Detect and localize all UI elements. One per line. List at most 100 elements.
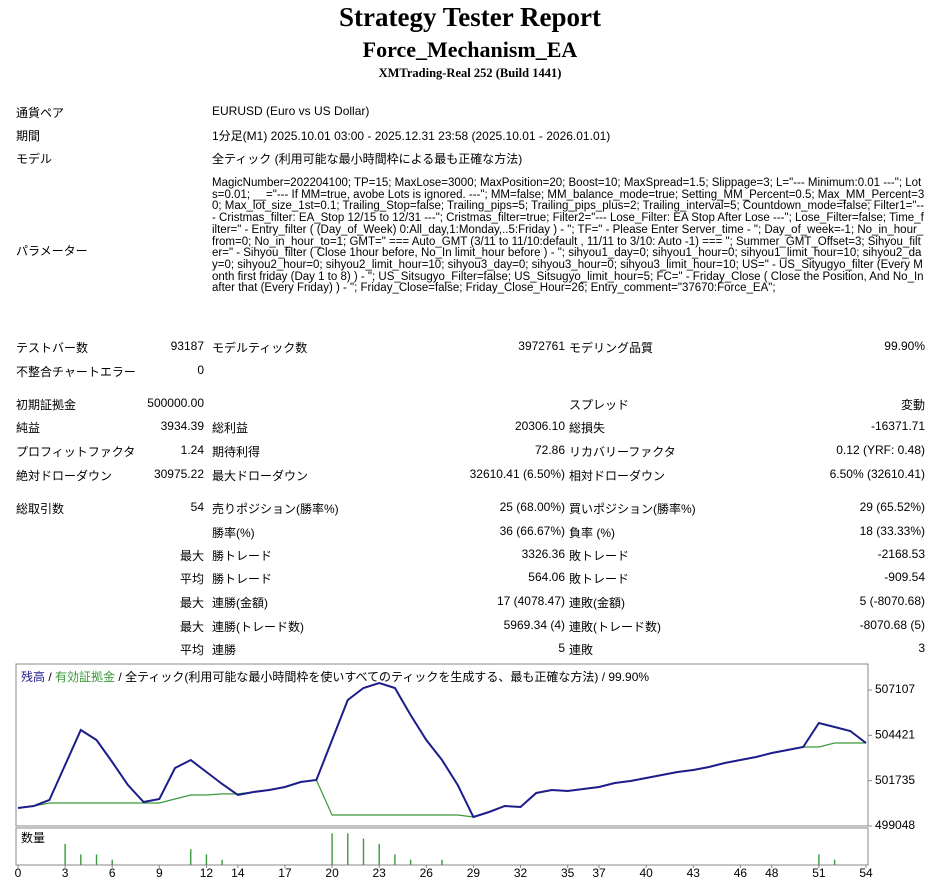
- volume-bar: [80, 854, 82, 865]
- stat-label: 純益: [16, 421, 41, 435]
- x-tick-label: 9: [156, 866, 163, 880]
- info-value: 全ティック (利用可能な最小時間枠による最も正確な方法): [212, 152, 523, 166]
- info-label: モデル: [16, 152, 53, 166]
- server: XMTrading-Real 252 (Build 1441): [378, 66, 562, 80]
- stat-label: モデリング品質: [569, 341, 654, 355]
- volume-bar: [95, 854, 98, 865]
- stat-value: 30975.22: [153, 467, 204, 481]
- series-line: [17, 681, 867, 819]
- info-label: 期間: [16, 129, 41, 143]
- stat-value: 0.12 (YRF: 0.48): [836, 443, 925, 457]
- stat-label: 買いポジション(勝率%): [569, 502, 696, 516]
- x-tick-label: 12: [200, 866, 214, 880]
- stat-value: 3: [918, 641, 925, 655]
- stat-value: 6.50% (32610.41): [829, 467, 925, 481]
- stat-label: 売りポジション(勝率%): [212, 502, 339, 516]
- stat-value: 17 (4078.47): [496, 594, 565, 608]
- info-value: 1分足(M1) 2025.10.01 03:00 - 2025.12.31 23…: [212, 129, 611, 143]
- stat-label: 負率 (%): [569, 526, 615, 540]
- stat-label: 連勝(トレード数): [212, 620, 304, 634]
- x-tick-label: 54: [859, 866, 873, 880]
- stat-value: 3934.39: [160, 419, 204, 433]
- stat-value: -2168.53: [877, 547, 925, 561]
- volume-bar: [331, 833, 333, 865]
- stat-label: 敗トレード: [569, 549, 630, 563]
- separator: /: [602, 670, 606, 684]
- x-tick-label: 23: [373, 866, 387, 880]
- volume-bar: [190, 849, 192, 865]
- stat-label: 総利益: [212, 421, 249, 435]
- stat-label: 不整合チャートエラー: [16, 365, 136, 379]
- stat-value: 29 (65.52%): [859, 500, 925, 514]
- volume-bar: [205, 854, 208, 865]
- stat-label: 連敗(金額): [569, 596, 625, 610]
- x-tick-label: 6: [109, 866, 116, 880]
- stat-value: 最大: [179, 620, 204, 634]
- separator: /: [118, 670, 122, 684]
- x-tick-label: 43: [687, 866, 701, 880]
- ea-name: Force_Mechanism_EA: [362, 37, 578, 62]
- stat-value: 99.90%: [884, 339, 925, 353]
- stat-label: 期待利得: [212, 445, 261, 459]
- stat-value: 32610.41 (6.50%): [469, 467, 565, 481]
- legend: 残高 / 有効証拠金 / 全ティック(利用可能な最小時間枠を使いすべてのティック…: [21, 669, 652, 684]
- stat-label: プロフィットファクタ: [16, 445, 136, 459]
- stat-value: -909.54: [884, 570, 925, 584]
- stat-value: 平均: [179, 643, 204, 657]
- stat-value: 0: [197, 363, 204, 377]
- stat-value: 1.24: [180, 443, 204, 457]
- y-tick-label: 504421: [875, 728, 915, 742]
- stat-value: -16371.71: [870, 419, 925, 433]
- stat-value: 20306.10: [514, 419, 565, 433]
- volume-bar: [221, 859, 223, 865]
- stat-value: -8070.68 (5): [859, 618, 925, 632]
- stat-label: 勝率(%): [212, 526, 255, 540]
- stat-value: 変動: [900, 398, 925, 412]
- volume-frame: [15, 827, 869, 866]
- stat-value: 5969.34 (4): [503, 618, 565, 632]
- volume-bar: [378, 843, 380, 865]
- x-tick-label: 40: [639, 866, 653, 880]
- param-value: MagicNumber=202204100; TP=15; MaxLose=30…: [212, 177, 925, 295]
- title: Strategy Tester Report: [339, 2, 601, 32]
- stat-value: 5: [558, 641, 565, 655]
- x-tick-label: 29: [467, 866, 481, 880]
- stat-value: 平均: [179, 572, 204, 586]
- stat-value: 5 (-8070.68): [859, 594, 925, 608]
- stat-label: 絶対ドローダウン: [16, 469, 113, 483]
- legend-quality: 99.90%: [608, 670, 649, 684]
- stat-label: 連勝: [212, 643, 237, 657]
- volume-bar: [362, 838, 365, 865]
- volume-bar: [818, 854, 820, 865]
- stat-label: 連敗: [569, 643, 594, 657]
- volume-bar: [833, 859, 836, 865]
- stat-value: 36 (66.67%): [499, 524, 565, 538]
- legend-equity: 有効証拠金: [55, 669, 115, 684]
- stat-value: 500000.00: [147, 396, 204, 410]
- x-tick-label: 14: [231, 866, 245, 880]
- stat-label: 勝トレード: [212, 572, 273, 586]
- stat-label: モデルティック数: [212, 341, 308, 355]
- legend-model: 全ティック(利用可能な最小時間枠を使いすべてのティックを生成する、最も正確な方法…: [125, 669, 598, 684]
- x-tick-label: 46: [734, 866, 748, 880]
- separator: /: [48, 670, 52, 684]
- volume-bar: [441, 859, 443, 865]
- stat-value: 54: [190, 500, 204, 514]
- x-tick-label: 37: [592, 866, 606, 880]
- stat-label: 総取引数: [16, 502, 65, 516]
- y-tick-label: 499048: [875, 818, 915, 832]
- series-line: [17, 742, 866, 818]
- stat-value: 25 (68.00%): [499, 500, 565, 514]
- stat-label: 連勝(金額): [212, 596, 268, 610]
- stat-value: 最大: [179, 549, 204, 563]
- x-tick-label: 0: [15, 866, 22, 880]
- x-tick-label: 35: [561, 866, 575, 880]
- stat-value: 93187: [170, 339, 204, 353]
- stat-label: 勝トレード: [212, 549, 273, 563]
- stat-label: 総損失: [569, 421, 606, 435]
- info-value: EURUSD (Euro vs US Dollar): [212, 104, 370, 118]
- param-label: パラメーター: [16, 244, 88, 258]
- volume-bar: [347, 833, 349, 865]
